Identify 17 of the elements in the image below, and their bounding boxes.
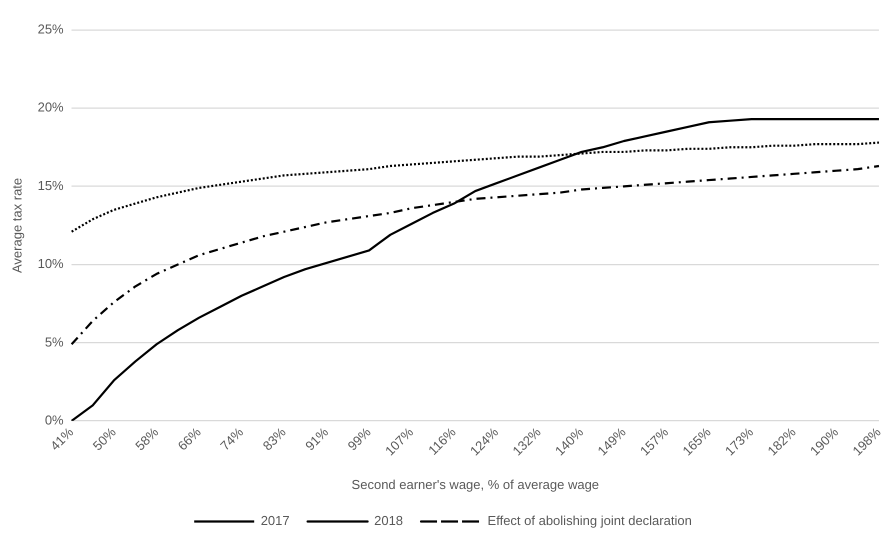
legend-label: Effect of abolishing joint declaration [488,513,692,528]
y-tick-label: 20% [38,100,64,115]
y-tick-label: 5% [44,334,64,350]
y-tick-label: 10% [38,256,64,272]
x-tick-label: 99% [344,424,374,454]
y-axis-title: Average tax rate [9,178,24,274]
legend-label: 2017 [260,513,290,528]
x-tick-label: 66% [174,424,204,454]
x-axis-title: Second earner's wage, % of average wage [352,476,600,492]
x-tick-label: 58% [132,424,162,454]
x-tick-label: 91% [302,424,332,454]
x-tick-label: 83% [260,424,290,454]
legend-label: 2018 [374,513,404,528]
x-tick-label: 74% [217,424,247,454]
x-tick-label: 50% [90,424,120,454]
y-tick-label: 25% [38,22,64,37]
y-tick-label: 15% [38,178,64,193]
